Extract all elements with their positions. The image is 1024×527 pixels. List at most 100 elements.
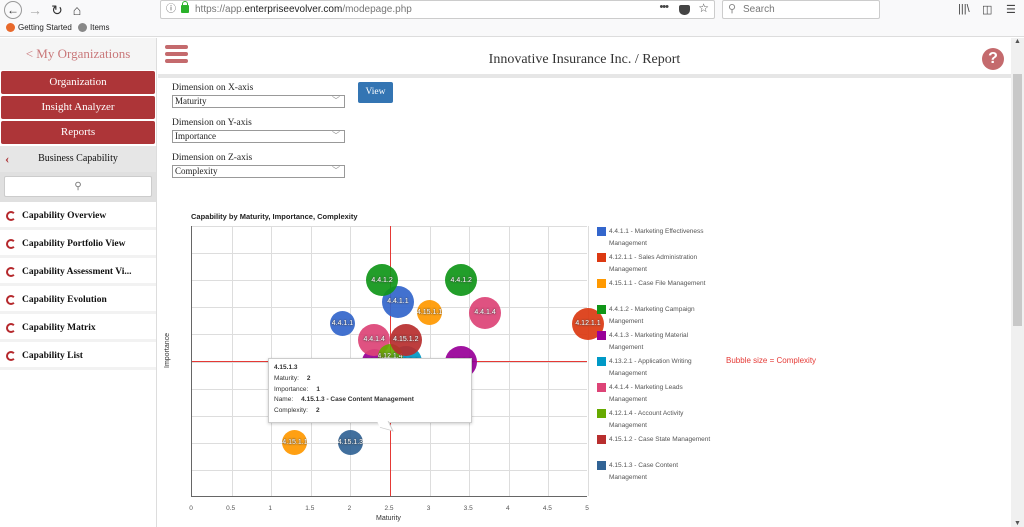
x-tick-label: 3 — [426, 505, 431, 512]
help-icon[interactable]: ? — [982, 48, 1004, 70]
gridline-horizontal — [192, 442, 587, 444]
legend-swatch — [597, 331, 606, 340]
section-header-business-capability[interactable]: ‹ Business Capability — [0, 146, 156, 172]
x-axis-label: Dimension on X-axis — [172, 83, 254, 93]
legend-item[interactable]: 4.15.1.3 - Case Content Management — [597, 460, 717, 486]
bubble-size-note: Bubble size = Complexity — [726, 356, 817, 365]
chart-title: Capability by Maturity, Importance, Comp… — [191, 212, 358, 221]
bubble-4-4-1-2[interactable]: 4.4.1.2 — [445, 264, 478, 297]
legend-swatch — [597, 461, 606, 470]
sidebar-item-capability-evolution[interactable]: Capability Evolution — [0, 286, 156, 314]
gridline-horizontal — [192, 334, 587, 336]
x-axis-select[interactable]: Maturity ﹀ — [172, 95, 345, 108]
y-axis-select[interactable]: Importance ﹀ — [172, 130, 345, 143]
sidebar-item-capability-list[interactable]: Capability List — [0, 342, 156, 370]
main-content: Innovative Insurance Inc. / Report ? Dim… — [158, 38, 1011, 527]
bubble-4-4-1-2[interactable]: 4.4.1.2 — [366, 264, 399, 297]
x-tick-label: 2 — [347, 505, 352, 512]
scroll-up-icon[interactable]: ▲ — [1014, 38, 1021, 45]
url-bar[interactable]: ⓘ https://app.enterpriseevolver.com/mode… — [160, 0, 715, 19]
hamburger-menu-icon[interactable] — [165, 45, 188, 65]
sidebar-button-insight-analyzer[interactable]: Insight Analyzer — [1, 96, 155, 119]
sidebar-item-capability-matrix[interactable]: Capability Matrix — [0, 314, 156, 342]
legend-label: 4.15.1.1 - Case File Management — [609, 280, 706, 287]
page-header: Innovative Insurance Inc. / Report ? — [158, 38, 1011, 78]
z-axis-select[interactable]: Complexity ﹀ — [172, 165, 345, 178]
firefox-icon — [6, 23, 15, 32]
sidebar-item-capability-overview[interactable]: Capability Overview — [0, 202, 156, 230]
page-title: Innovative Insurance Inc. / Report — [488, 52, 681, 67]
legend-swatch — [597, 383, 606, 392]
info-icon[interactable]: ⓘ — [166, 4, 176, 15]
bubble-4-15-1-3[interactable]: 4.15.1.3 — [337, 430, 363, 456]
page-scrollbar[interactable]: ▲ ▼ — [1011, 38, 1024, 527]
browser-search-input[interactable]: ⚲ Search — [722, 0, 880, 19]
bookmark-star-icon[interactable]: ☆ — [698, 1, 709, 15]
chevron-down-icon: ﹀ — [332, 131, 340, 140]
home-button[interactable]: ⌂ — [72, 2, 82, 18]
legend-item[interactable]: 4.4.1.4 - Marketing Leads Management — [597, 382, 717, 408]
search-icon: ⚲ — [74, 181, 82, 192]
capability-icon — [6, 351, 16, 361]
x-tick-label: 4 — [505, 505, 510, 512]
url-text: https://app.enterpriseevolver.com/modepa… — [195, 4, 412, 15]
capability-icon — [6, 323, 16, 333]
sidebar-toggle-icon[interactable]: ◫ — [982, 4, 993, 16]
legend-swatch — [597, 279, 606, 288]
menu-icon[interactable]: ☰ — [1006, 4, 1016, 16]
forward-button[interactable]: → — [28, 2, 42, 18]
capability-icon — [6, 239, 16, 249]
legend-item[interactable]: 4.13.2.1 - Application Writing Managemen… — [597, 356, 717, 382]
sidebar-item-capability-portfolio-view[interactable]: Capability Portfolio View — [0, 230, 156, 258]
x-tick-label: 0.5 — [226, 505, 236, 512]
sidebar-button-reports[interactable]: Reports — [1, 121, 155, 144]
legend-item[interactable]: 4.4.1.2 - Marketing Campaign Mangement — [597, 304, 717, 330]
bookmark-getting-started[interactable]: Getting Started — [6, 23, 72, 32]
z-axis-label: Dimension on Z-axis — [172, 153, 253, 163]
legend-item[interactable]: 4.12.1.1 - Sales Administration Manageme… — [597, 252, 717, 278]
legend-swatch — [597, 357, 606, 366]
reload-button[interactable]: ↻ — [51, 2, 63, 18]
page-actions-icon[interactable]: ••• — [659, 1, 669, 13]
gridline-vertical — [588, 226, 589, 496]
sidebar-button-organization[interactable]: Organization — [1, 71, 155, 94]
legend-label: 4.4.1.1 - Marketing Effectiveness Manage… — [609, 228, 704, 247]
search-icon: ⚲ — [728, 3, 737, 15]
bubble-4-15-1-1[interactable]: 4.15.1.1 — [282, 430, 308, 456]
sidebar-item-capability-assessment-view[interactable]: Capability Assessment Vi... — [0, 258, 156, 286]
chevron-down-icon: ﹀ — [332, 166, 340, 175]
sidebar-search-input[interactable]: ⚲ — [4, 176, 152, 197]
scrollbar-thumb[interactable] — [1013, 74, 1022, 326]
back-button[interactable]: ← — [4, 1, 22, 19]
chart-legend: 4.4.1.1 - Marketing Effectiveness Manage… — [597, 226, 717, 486]
chart-tooltip: 4.15.1.3 Maturity: 2 Importance: 1 Name: 4.… — [268, 358, 472, 423]
library-icon[interactable]: |||\ — [958, 3, 970, 15]
bubble-4-15-1-1[interactable]: 4.15.1.1 — [417, 300, 443, 326]
legend-label: 4.15.1.3 - Case Content Management — [609, 462, 679, 481]
bubble-4-4-1-4[interactable]: 4.4.1.4 — [469, 296, 502, 329]
legend-label: 4.4.1.4 - Marketing Leads Management — [609, 384, 683, 403]
bubble-4-4-1-1[interactable]: 4.4.1.1 — [329, 311, 355, 337]
x-tick-label: 4.5 — [542, 505, 552, 512]
my-organizations-link[interactable]: < My Organizations — [0, 38, 156, 70]
view-button[interactable]: View — [358, 82, 393, 103]
pocket-icon[interactable] — [679, 5, 690, 15]
x-tick-label: 1 — [268, 505, 272, 512]
legend-swatch — [597, 305, 606, 314]
legend-label: 4.13.2.1 - Application Writing Managemen… — [609, 358, 692, 377]
legend-item[interactable]: 4.15.1.1 - Case File Management — [597, 278, 717, 304]
chevron-left-icon[interactable]: ‹ — [5, 151, 10, 166]
gridline-horizontal — [192, 469, 587, 471]
sidebar: < My Organizations Organization Insight … — [0, 38, 157, 527]
legend-item[interactable]: 4.4.1.3 - Marketing Material Mangement — [597, 330, 717, 356]
legend-label: 4.12.1.1 - Sales Administration Manageme… — [609, 254, 698, 273]
bookmark-items[interactable]: Items — [78, 23, 110, 32]
bubble-4-15-1-2[interactable]: 4.15.1.2 — [389, 323, 422, 356]
legend-swatch — [597, 253, 606, 262]
legend-item[interactable]: 4.12.1.4 - Account Activity Management — [597, 408, 717, 434]
x-tick-label: 5 — [585, 505, 589, 512]
legend-item[interactable]: 4.4.1.1 - Marketing Effectiveness Manage… — [597, 226, 717, 252]
scroll-down-icon[interactable]: ▼ — [1014, 520, 1021, 527]
chevron-down-icon: ﹀ — [332, 96, 340, 105]
legend-item[interactable]: 4.15.1.2 - Case State Management — [597, 434, 717, 460]
